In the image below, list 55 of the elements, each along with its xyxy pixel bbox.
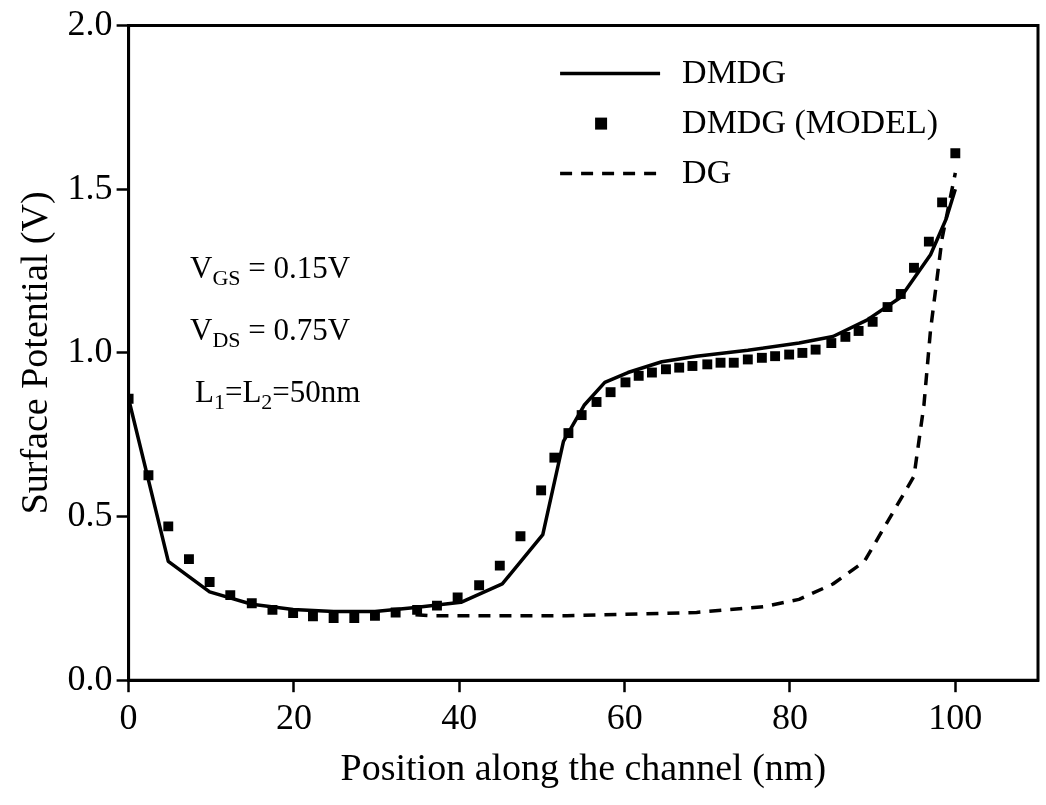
x-axis-title: Position along the channel (nm) bbox=[340, 746, 827, 790]
legend-label: DMDG (MODEL) bbox=[682, 102, 939, 141]
annotation: L$_{1}$=L$_{2}$=50nm bbox=[195, 374, 361, 416]
point bbox=[909, 262, 919, 273]
x-tick-label: 100 bbox=[928, 697, 983, 738]
x-tick-label: 40 bbox=[441, 697, 478, 738]
point bbox=[797, 347, 808, 358]
point bbox=[536, 485, 547, 496]
point bbox=[184, 554, 194, 565]
x-tick-label: 80 bbox=[771, 697, 808, 738]
point bbox=[937, 197, 948, 208]
legend-label: DG bbox=[682, 152, 732, 190]
point bbox=[605, 387, 616, 398]
point bbox=[923, 236, 934, 247]
point bbox=[742, 354, 753, 365]
point bbox=[633, 370, 644, 381]
point bbox=[715, 357, 726, 368]
y-tick-label: 1.5 bbox=[67, 166, 113, 207]
point bbox=[784, 349, 795, 360]
point bbox=[756, 352, 767, 363]
point bbox=[591, 397, 602, 407]
x-tick-label: 20 bbox=[275, 697, 312, 738]
x-tick-label: 0 bbox=[119, 697, 138, 738]
point bbox=[674, 362, 685, 373]
point bbox=[853, 326, 864, 336]
point bbox=[687, 361, 698, 371]
point bbox=[646, 367, 657, 378]
y-tick-label: 0.5 bbox=[67, 494, 113, 534]
point bbox=[702, 359, 713, 370]
point bbox=[474, 580, 485, 591]
point bbox=[452, 592, 463, 603]
annotation: V$_{DS}$ = 0.75V bbox=[190, 312, 351, 354]
point bbox=[826, 338, 837, 349]
point bbox=[163, 521, 174, 532]
point bbox=[494, 560, 505, 571]
point bbox=[328, 613, 339, 623]
point bbox=[728, 357, 739, 368]
x-tick-label: 60 bbox=[606, 697, 643, 738]
y-tick-label: 2.0 bbox=[67, 3, 113, 44]
legend-label: DMDG bbox=[682, 52, 786, 90]
point bbox=[620, 377, 631, 388]
point bbox=[950, 148, 961, 159]
y-tick-label: 1.0 bbox=[67, 330, 113, 371]
point bbox=[308, 611, 318, 622]
y-axis-title: Surface Potential (V) bbox=[12, 191, 56, 515]
point bbox=[770, 351, 781, 362]
point bbox=[204, 577, 215, 587]
y-tick-label: 0.0 bbox=[67, 657, 113, 698]
annotation: V$_{GS}$ = 0.15V bbox=[190, 250, 351, 292]
point bbox=[549, 452, 560, 463]
point bbox=[515, 531, 526, 542]
point bbox=[661, 364, 671, 375]
point bbox=[349, 613, 360, 623]
point bbox=[840, 331, 851, 342]
point bbox=[810, 344, 821, 355]
